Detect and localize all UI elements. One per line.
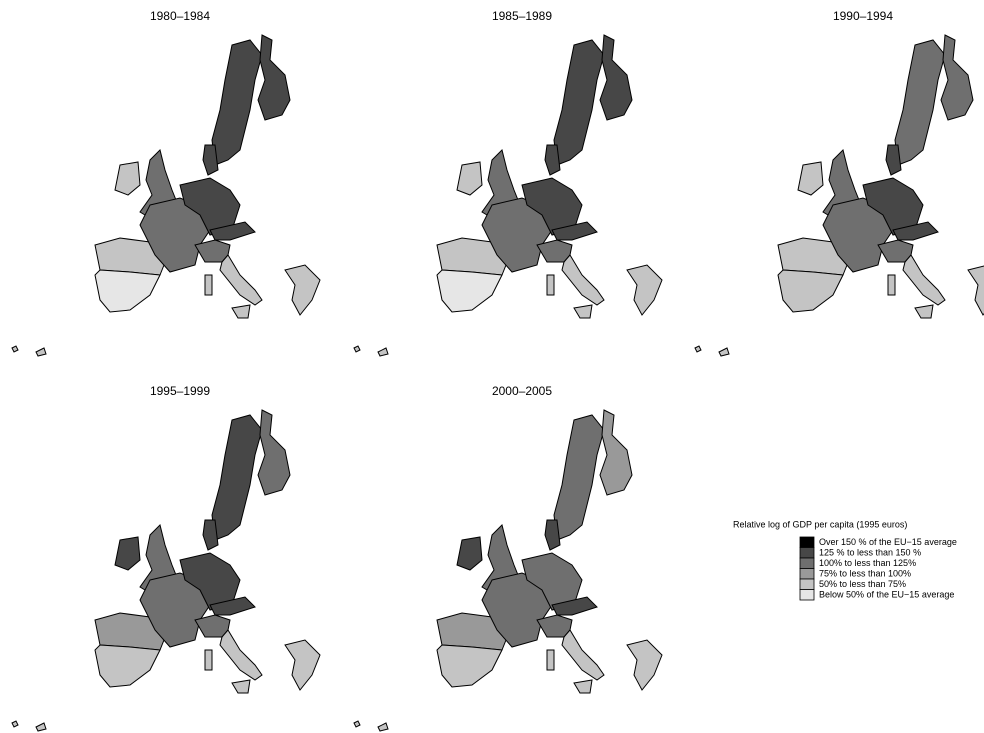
region-italy-south — [220, 255, 262, 305]
region-sweden — [554, 40, 604, 165]
region-sweden — [212, 415, 262, 540]
map-panel: 1980–1984 — [12, 9, 320, 356]
region-iberia-south — [437, 270, 502, 312]
map-panel: 1995–1999 — [12, 384, 320, 731]
region-canary-2 — [719, 348, 729, 356]
region-sardinia — [888, 275, 895, 295]
region-canary-2 — [36, 348, 46, 356]
region-denmark — [203, 520, 218, 550]
panel-title: 1995–1999 — [150, 384, 210, 398]
region-finland — [600, 410, 632, 495]
region-sicily — [232, 305, 250, 318]
region-canary-1 — [354, 721, 360, 727]
region-iberia-south — [95, 270, 160, 312]
region-sicily — [574, 680, 592, 693]
region-greece — [968, 265, 984, 315]
legend-label: 75% to less than 100% — [819, 568, 911, 578]
legend-swatch — [800, 537, 814, 548]
region-sweden — [895, 40, 945, 165]
region-sardinia — [547, 275, 554, 295]
legend-label: 100% to less than 125% — [819, 558, 916, 568]
region-denmark — [203, 145, 218, 175]
region-sardinia — [547, 650, 554, 670]
legend-label: 125 % to less than 150 % — [819, 547, 921, 557]
region-italy-south — [220, 630, 262, 680]
region-greece — [285, 265, 320, 315]
region-canary-1 — [695, 346, 701, 352]
region-iberia-south — [778, 270, 843, 312]
region-canary-2 — [36, 723, 46, 731]
region-canary-2 — [378, 348, 388, 356]
region-italy-south — [562, 255, 604, 305]
region-ireland — [115, 162, 140, 195]
region-finland — [258, 35, 290, 120]
region-canary-1 — [12, 721, 18, 727]
region-finland — [258, 410, 290, 495]
region-finland — [941, 35, 973, 120]
panel-title: 1980–1984 — [150, 9, 210, 23]
region-sweden — [554, 415, 604, 540]
legend-label: Below 50% of the EU−15 average — [819, 589, 954, 599]
region-sicily — [232, 680, 250, 693]
legend-swatch — [800, 590, 814, 601]
region-ireland — [457, 162, 482, 195]
legend: Relative log of GDP per capita (1995 eur… — [733, 519, 957, 600]
region-sardinia — [205, 650, 212, 670]
legend-swatch — [800, 579, 814, 590]
region-denmark — [886, 145, 901, 175]
legend-swatch — [800, 548, 814, 559]
panel-title: 2000–2005 — [492, 384, 552, 398]
map-panel: 1985–1989 — [354, 9, 662, 356]
region-canary-1 — [12, 346, 18, 352]
region-canary-2 — [378, 723, 388, 731]
map-panel: 2000–2005 — [354, 384, 662, 731]
region-greece — [627, 265, 662, 315]
region-canary-1 — [354, 346, 360, 352]
region-sicily — [574, 305, 592, 318]
region-iberia-south — [95, 645, 160, 687]
figure: Relative log of GDP per capita (1995 eur… — [0, 0, 984, 733]
region-sweden — [212, 40, 262, 165]
region-greece — [627, 640, 662, 690]
legend-title: Relative log of GDP per capita (1995 eur… — [733, 519, 907, 529]
region-denmark — [545, 145, 560, 175]
region-ireland — [115, 537, 140, 570]
map-panel: 1990–1994 — [695, 9, 984, 356]
legend-label: Over 150 % of the EU−15 average — [819, 537, 957, 547]
legend-swatch — [800, 558, 814, 569]
region-sardinia — [205, 275, 212, 295]
region-denmark — [545, 520, 560, 550]
region-finland — [600, 35, 632, 120]
region-sicily — [915, 305, 933, 318]
legend-swatch — [800, 569, 814, 580]
panel-title: 1985–1989 — [492, 9, 552, 23]
region-italy-south — [903, 255, 945, 305]
panel-title: 1990–1994 — [833, 9, 893, 23]
region-ireland — [457, 537, 482, 570]
region-iberia-south — [437, 645, 502, 687]
region-ireland — [798, 162, 823, 195]
region-italy-south — [562, 630, 604, 680]
region-greece — [285, 640, 320, 690]
legend-label: 50% to less than 75% — [819, 579, 906, 589]
